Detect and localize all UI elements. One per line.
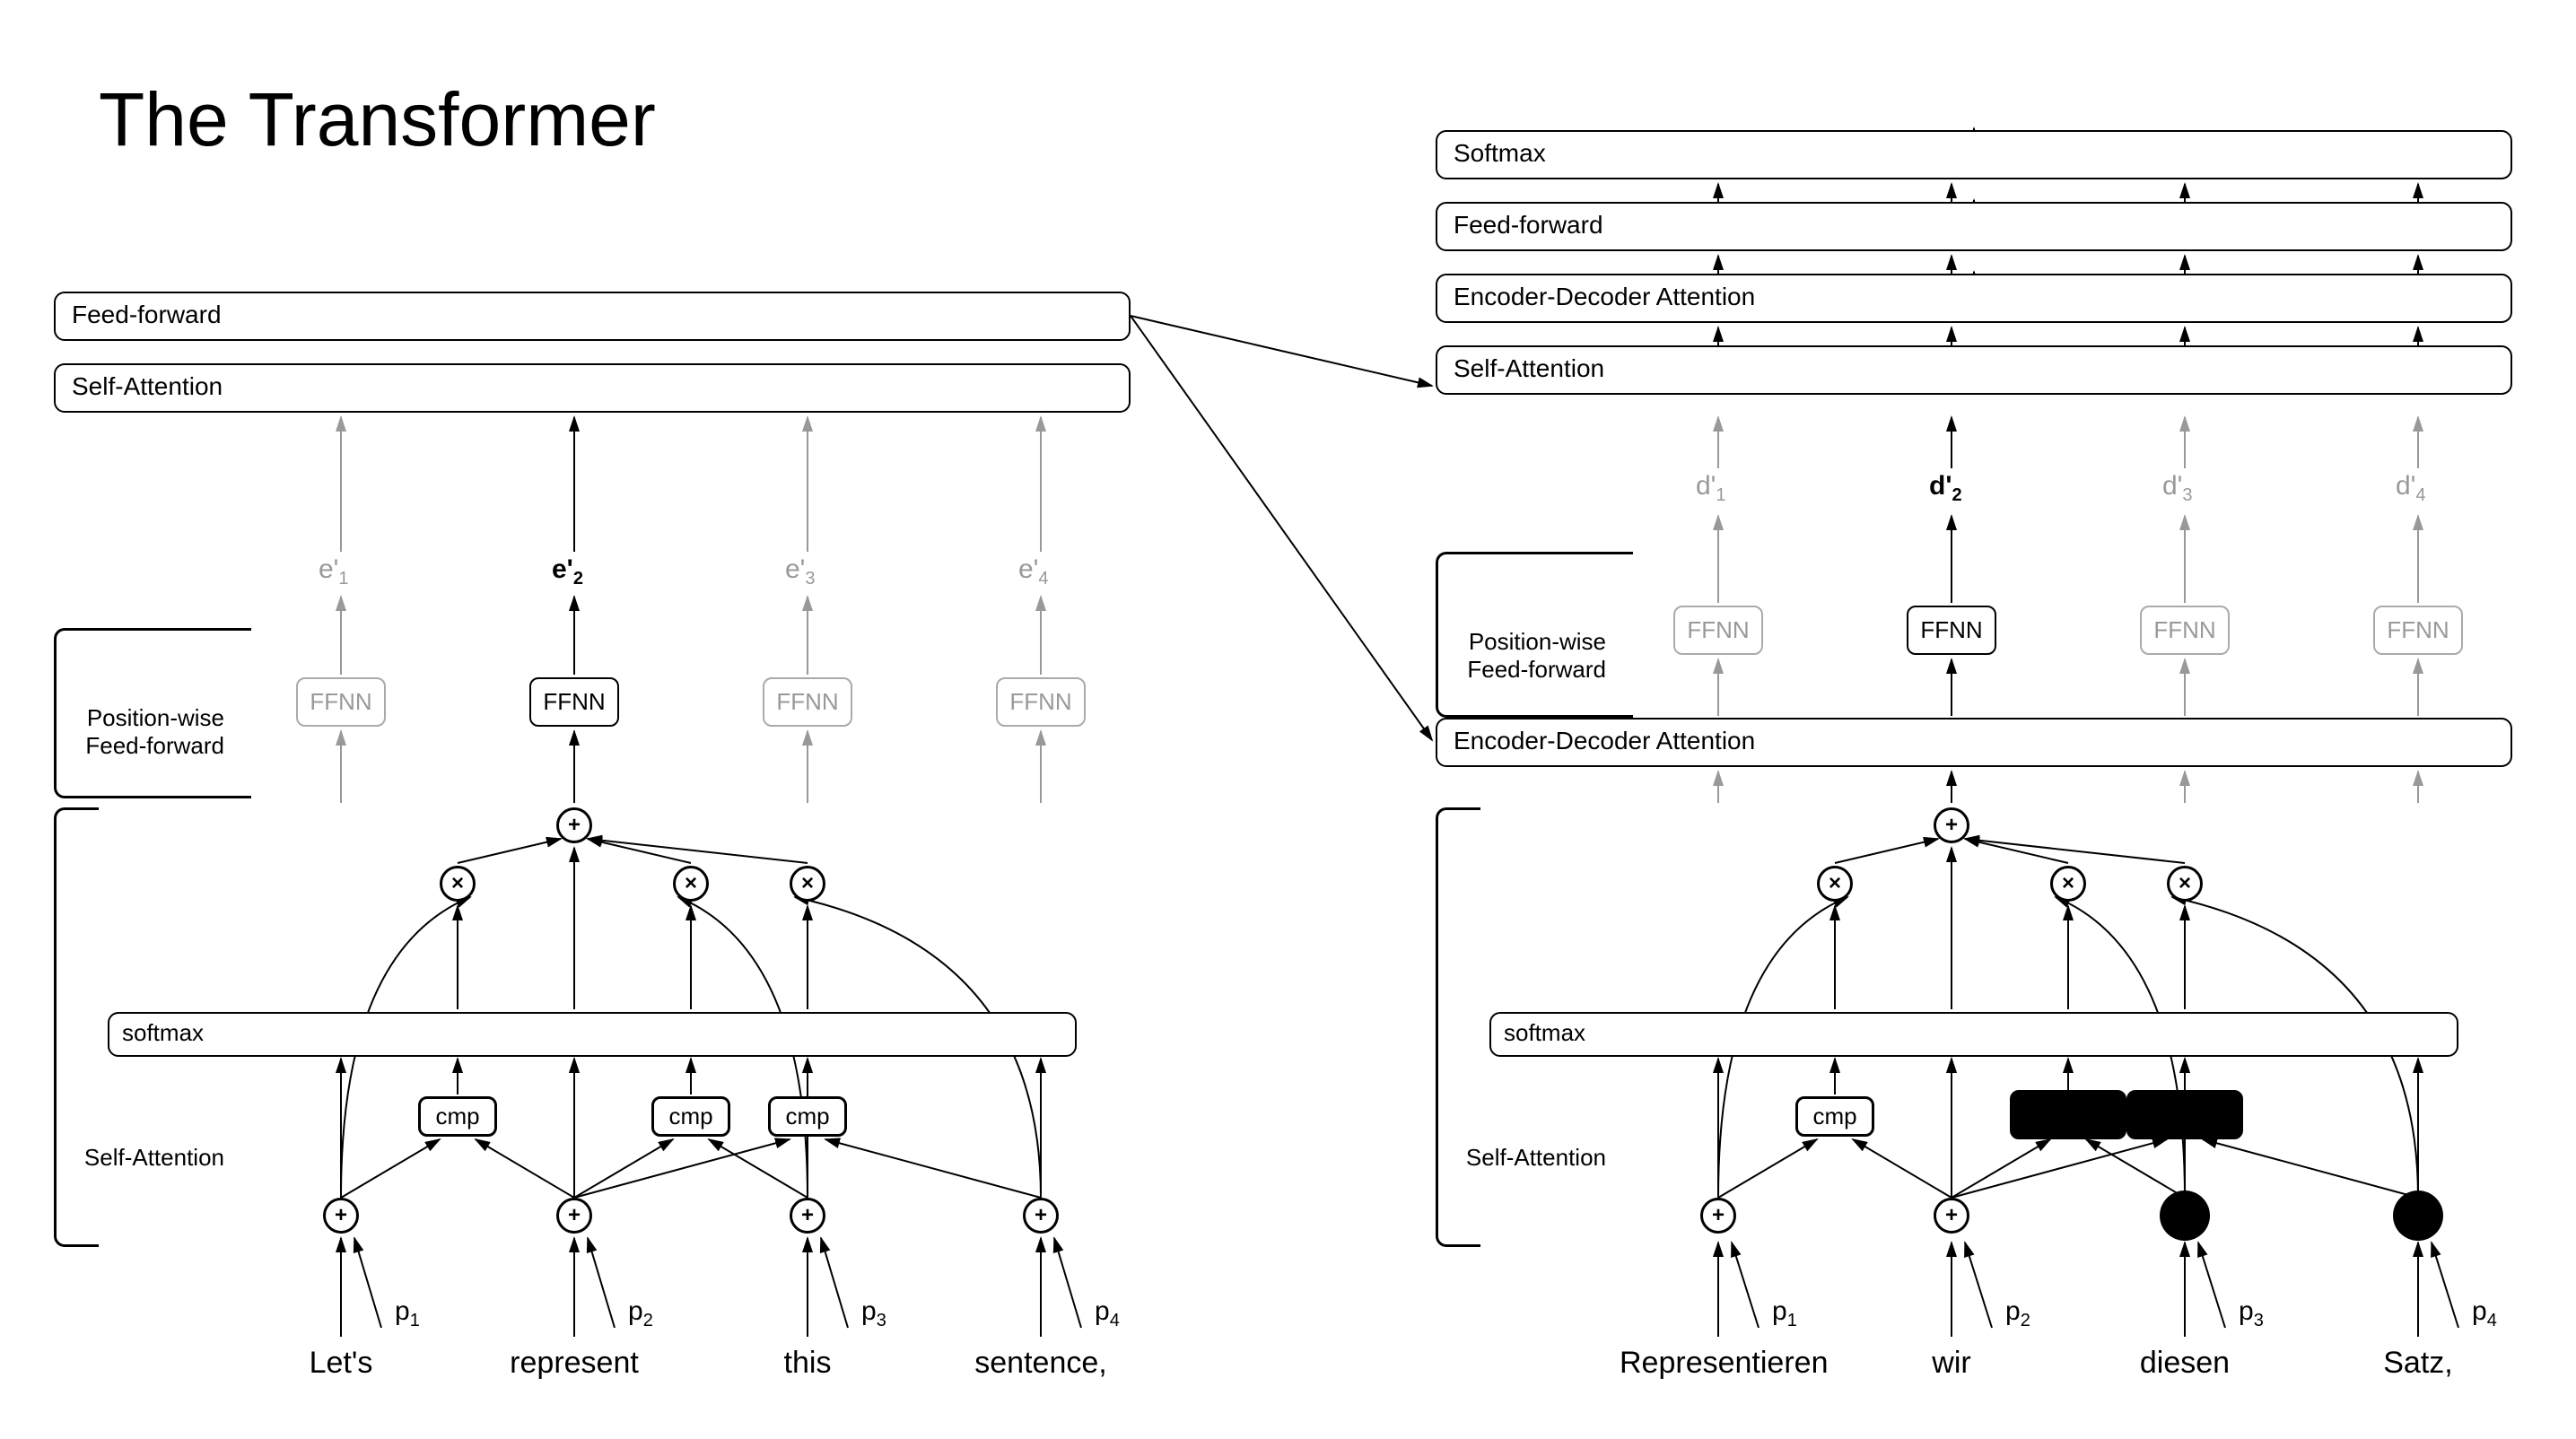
encoder-sa-bracket — [54, 807, 99, 1247]
page-title: The Transformer — [99, 76, 656, 163]
encoder-sa-label: Self-Attention — [45, 1144, 224, 1172]
decoder-word-3: Satz, — [2319, 1346, 2517, 1381]
encoder-e-0: e'1 — [319, 554, 349, 589]
decoder-d-0: d'1 — [1696, 471, 1726, 506]
decoder-topbox-1: Feed-forward — [1436, 202, 2512, 251]
decoder-cmpblack-3 — [2126, 1090, 2243, 1139]
decoder-p-2: p3 — [2239, 1296, 2264, 1331]
encoder-mult-0: × — [440, 866, 476, 902]
encoder-p-0: p1 — [395, 1296, 420, 1331]
decoder-d-1: d'2 — [1929, 471, 1962, 506]
encoder-plus-0: + — [323, 1198, 359, 1234]
decoder-d-2: d'3 — [2162, 471, 2193, 506]
decoder-softmax: softmax — [1489, 1012, 2458, 1057]
decoder-topbox-2: Encoder-Decoder Attention — [1436, 274, 2512, 323]
encoder-agg-plus: + — [556, 807, 592, 843]
encoder-e-2: e'3 — [785, 554, 816, 589]
decoder-word-1: wir — [1853, 1346, 2050, 1381]
encoder-e-3: e'4 — [1018, 554, 1049, 589]
encoder-cmp-2: cmp — [651, 1096, 730, 1137]
encoder-ffnn-1: FFNN — [529, 677, 619, 727]
decoder-p-3: p4 — [2472, 1296, 2497, 1331]
encoder-p-1: p2 — [628, 1296, 653, 1331]
encoder-ffnn-0: FFNN — [296, 677, 386, 727]
decoder-word-0: Representieren — [1620, 1346, 1817, 1381]
decoder-ffnn-2: FFNN — [2140, 606, 2230, 655]
decoder-mult-0: × — [1817, 866, 1853, 902]
encoder-ffnn-2: FFNN — [763, 677, 852, 727]
encoder-plus-3: + — [1023, 1198, 1059, 1234]
encoder-p-2: p3 — [861, 1296, 886, 1331]
decoder-blackplus-2 — [2160, 1190, 2210, 1241]
decoder-cmpblack-2 — [2010, 1090, 2126, 1139]
encoder-ffnn-3: FFNN — [996, 677, 1086, 727]
decoder-ffnn-3: FFNN — [2373, 606, 2463, 655]
encoder-pw-label: Position-wiseFeed-forward — [45, 704, 224, 760]
encoder-word-3: sentence, — [951, 1346, 1131, 1381]
decoder-topbox-3: Self-Attention — [1436, 345, 2512, 395]
encoder-word-0: Let's — [251, 1346, 431, 1381]
encoder-plus-1: + — [556, 1198, 592, 1234]
decoder-topbox-0: Softmax — [1436, 130, 2512, 179]
decoder-ffnn-0: FFNN — [1673, 606, 1763, 655]
encoder-mult-2: × — [673, 866, 709, 902]
decoder-p-0: p1 — [1772, 1296, 1797, 1331]
decoder-mult-2: × — [2050, 866, 2086, 902]
encoder-word-1: represent — [485, 1346, 664, 1381]
decoder-encdec-box: Encoder-Decoder Attention — [1436, 718, 2512, 767]
decoder-d-3: d'4 — [2396, 471, 2426, 506]
decoder-plus-0: + — [1700, 1198, 1736, 1234]
encoder-cmp-3: cmp — [768, 1096, 847, 1137]
decoder-cmp-0: cmp — [1795, 1096, 1874, 1137]
decoder-plus-1: + — [1934, 1198, 1969, 1234]
encoder-p-3: p4 — [1095, 1296, 1120, 1331]
decoder-agg-plus: + — [1934, 807, 1969, 843]
encoder-feedforward-box: Feed-forward — [54, 292, 1131, 341]
decoder-mult-3: × — [2167, 866, 2203, 902]
decoder-word-2: diesen — [2086, 1346, 2283, 1381]
encoder-softmax: softmax — [108, 1012, 1077, 1057]
decoder-sa-bracket — [1436, 807, 1480, 1247]
decoder-blackplus-3 — [2393, 1190, 2443, 1241]
decoder-sa-label: Self-Attention — [1427, 1144, 1606, 1172]
encoder-mult-3: × — [790, 866, 825, 902]
encoder-word-2: this — [718, 1346, 897, 1381]
encoder-plus-2: + — [790, 1198, 825, 1234]
encoder-e-1: e'2 — [552, 554, 583, 589]
decoder-pw-label: Position-wiseFeed-forward — [1427, 628, 1606, 684]
decoder-ffnn-1: FFNN — [1907, 606, 1996, 655]
decoder-p-1: p2 — [2005, 1296, 2030, 1331]
encoder-cmp-0: cmp — [418, 1096, 497, 1137]
encoder-selfattention-box: Self-Attention — [54, 363, 1131, 413]
